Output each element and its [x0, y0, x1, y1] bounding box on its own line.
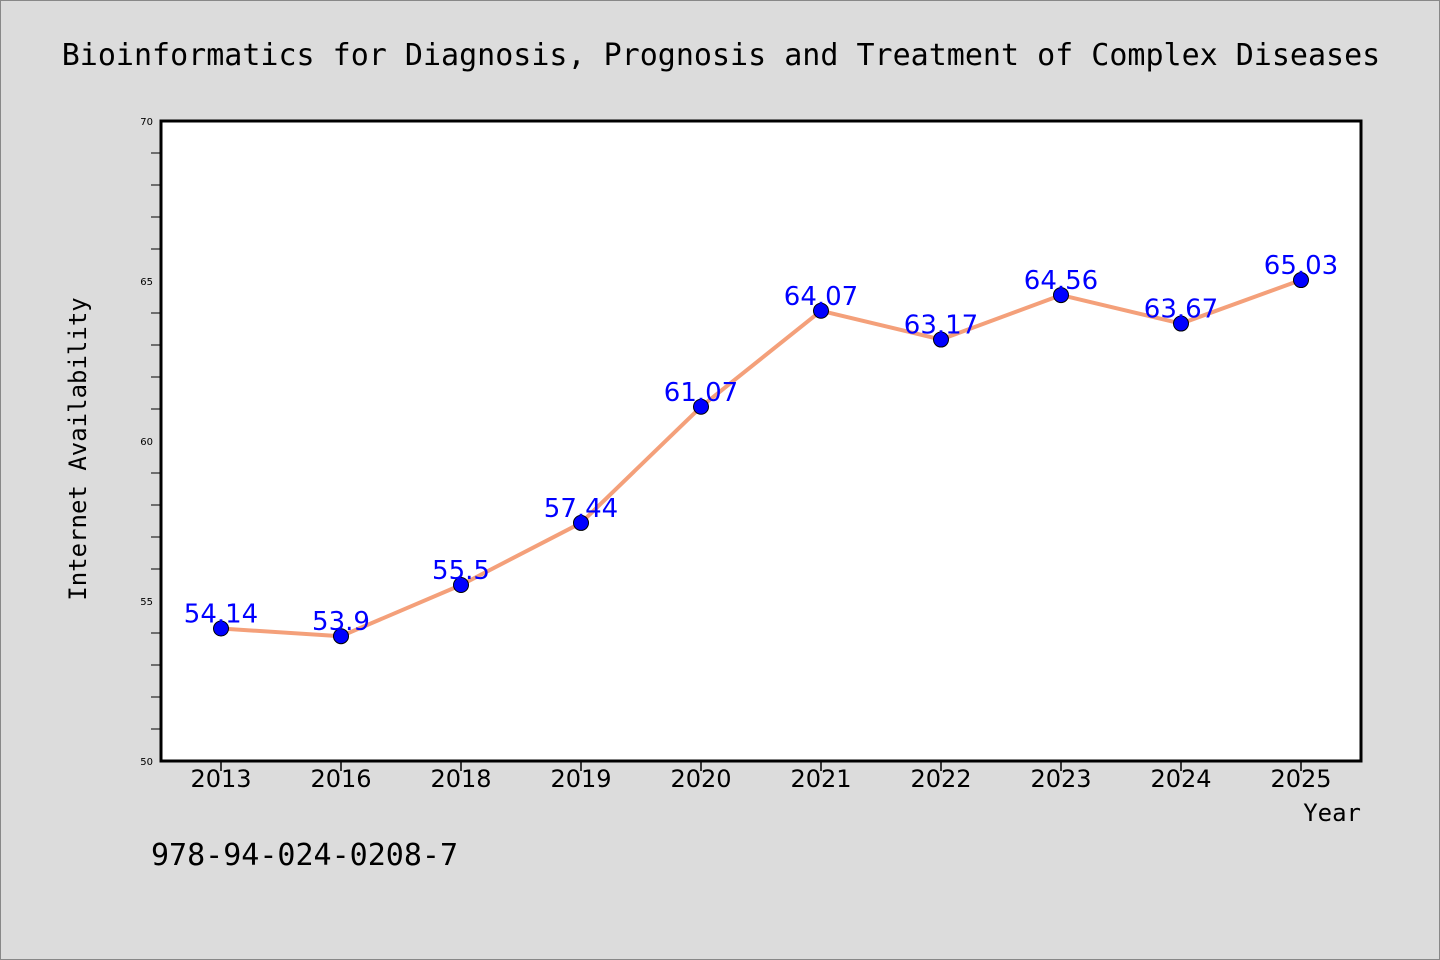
data-point — [453, 577, 469, 593]
x-tick-label: 2025 — [1270, 765, 1331, 793]
data-label: 65.03 — [1264, 251, 1338, 281]
data-point — [933, 331, 949, 348]
data-point — [1293, 272, 1309, 289]
series-line — [219, 278, 1303, 639]
series-layer: 54.14 53.9 55.5 57.44 61.07 64.07 63.17 64.56 63… — [184, 251, 1338, 645]
y-tick-label: 60 — [140, 437, 153, 448]
y-tick-label: 65 — [140, 277, 153, 288]
x-axis-ticks: 2013 2016 2018 2019 2020 2021 2022 2023 2024 2025 — [190, 761, 1332, 793]
data-point — [333, 628, 349, 645]
data-point — [213, 620, 229, 637]
x-tick-label: 2022 — [910, 765, 971, 793]
x-tick-label: 2021 — [790, 765, 851, 793]
x-axis-label: Year — [1303, 799, 1361, 827]
data-point — [573, 514, 589, 531]
data-point — [1053, 287, 1069, 304]
x-tick-label: 2019 — [550, 765, 611, 793]
data-label: 64.07 — [784, 282, 858, 312]
chart-title: Bioinformatics for Diagnosis, Prognosis … — [62, 38, 1381, 73]
x-tick-label: 2023 — [1030, 765, 1091, 793]
data-label: 57.44 — [544, 494, 618, 524]
data-label: 63.67 — [1144, 295, 1218, 325]
data-label: 64.56 — [1024, 266, 1098, 296]
x-tick-label: 2013 — [190, 765, 251, 793]
y-axis-ticks: 50 55 60 65 70 — [140, 117, 161, 768]
x-tick-label: 2016 — [310, 765, 371, 793]
y-tick-label: 70 — [140, 117, 153, 128]
x-tick-label: 2018 — [430, 765, 491, 793]
data-point — [813, 302, 829, 319]
data-point — [1173, 315, 1189, 332]
isbn-text: 978-94-024-0208-7 — [151, 838, 458, 873]
data-label: 53.9 — [312, 607, 370, 637]
y-axis-label: Internet Availability — [64, 297, 92, 600]
x-tick-label: 2020 — [670, 765, 731, 793]
data-label: 63.17 — [904, 311, 978, 341]
plot-area — [159, 119, 1363, 763]
data-label: 55.5 — [432, 556, 490, 586]
x-tick-label: 2024 — [1150, 765, 1211, 793]
data-label: 61.07 — [664, 378, 738, 408]
data-label: 54.14 — [184, 600, 258, 630]
data-point — [693, 398, 709, 415]
y-tick-label: 50 — [140, 757, 153, 768]
y-tick-label: 55 — [140, 597, 153, 608]
